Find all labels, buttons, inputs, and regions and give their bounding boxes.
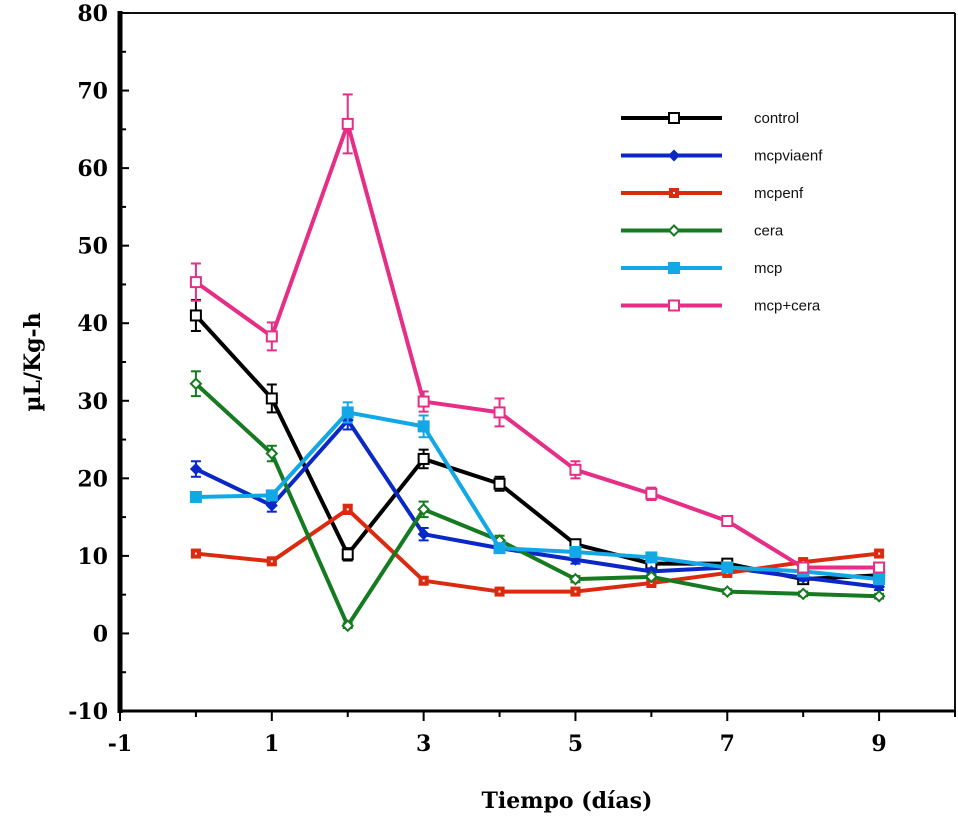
data-point (493, 406, 506, 419)
data-point (189, 377, 203, 391)
data-point (645, 551, 658, 564)
y-tick-label: 20 (77, 466, 108, 492)
data-point-dot (574, 590, 577, 593)
y-tick-label: 80 (77, 1, 108, 27)
data-point-dot (270, 560, 273, 563)
data-point (721, 561, 734, 574)
x-axis: -1 1 3 5 7 9 (108, 711, 956, 757)
legend-marker (668, 149, 680, 162)
legend: control mcpviaenf mcpenf cera mcp mcp+cera (621, 110, 823, 315)
legend-item: control (621, 110, 799, 127)
series-line (194, 121, 880, 570)
legend-label: mcp+cera (754, 298, 821, 315)
y-tick-label: 70 (77, 79, 108, 105)
x-tick-label: 7 (720, 731, 735, 757)
series-line (194, 382, 880, 628)
y-tick-label: -10 (68, 699, 108, 725)
data-point (569, 572, 582, 586)
data-point (265, 392, 278, 405)
data-point-dot (878, 552, 881, 555)
legend-label: mcpenf (754, 185, 804, 202)
series-line (195, 410, 880, 582)
legend-marker-dot (673, 192, 675, 194)
legend-marker (668, 262, 680, 274)
data-point (189, 490, 202, 503)
legend-marker (668, 112, 680, 124)
legend-label: control (754, 110, 799, 127)
series-mcp-plus-cera (189, 93, 886, 574)
data-point (265, 330, 278, 343)
data-point (189, 276, 202, 289)
data-point (417, 395, 430, 408)
y-axis-title: µL/Kg-h (20, 312, 46, 411)
legend-marker (667, 224, 681, 237)
data-point (796, 587, 810, 601)
legend-label: mcpviaenf (754, 148, 823, 165)
x-tick-label: -1 (108, 731, 132, 757)
data-point (569, 546, 582, 559)
data-point (417, 528, 430, 541)
series-line (195, 418, 880, 589)
data-point (341, 548, 354, 561)
data-point (417, 452, 430, 465)
data-point-dot (498, 590, 501, 593)
data-point (872, 589, 886, 603)
data-point (265, 447, 279, 460)
data-point (341, 406, 354, 419)
data-point-dot (194, 552, 197, 555)
legend-item: mcpviaenf (621, 148, 823, 165)
y-tick-label: 0 (93, 621, 108, 647)
legend-item: mcp+cera (621, 298, 821, 315)
data-point (265, 489, 278, 502)
legend-item: mcpenf (621, 185, 804, 202)
data-point (873, 573, 886, 586)
y-axis: -10 0 10 20 30 40 50 60 70 80 (68, 1, 129, 725)
data-point (721, 514, 734, 527)
data-point (873, 561, 886, 574)
x-tick-label: 5 (568, 731, 583, 757)
data-point (493, 477, 506, 490)
data-point (189, 463, 202, 476)
y-tick-label: 40 (77, 311, 108, 337)
legend-label: mcp (754, 260, 782, 277)
data-point (417, 420, 430, 433)
data-point (645, 487, 658, 500)
series-layer (189, 93, 886, 633)
plot-frame (117, 11, 956, 713)
data-point (341, 619, 355, 633)
data-point-dot (422, 579, 425, 582)
y-tick-label: 50 (77, 234, 108, 260)
series-line (194, 314, 880, 582)
x-axis-title: Tiempo (días) (482, 788, 653, 814)
x-tick-label: 3 (416, 731, 431, 757)
data-point (493, 542, 506, 555)
data-point (417, 502, 431, 516)
x-tick-label: 1 (264, 731, 279, 757)
data-point (341, 117, 354, 130)
y-tick-label: 60 (77, 156, 108, 182)
data-point (644, 570, 658, 584)
data-point (189, 309, 202, 322)
data-point (569, 463, 582, 476)
legend-item: cera (621, 223, 784, 240)
data-point-dot (346, 508, 349, 511)
y-tick-label: 30 (77, 389, 108, 415)
y-tick-label: 10 (77, 544, 108, 570)
x-tick-label: 9 (871, 731, 886, 757)
legend-item: mcp (621, 260, 782, 277)
legend-label: cera (754, 223, 784, 240)
data-point (797, 561, 810, 574)
legend-marker (668, 299, 680, 312)
data-point (265, 499, 278, 512)
data-point (720, 585, 734, 598)
